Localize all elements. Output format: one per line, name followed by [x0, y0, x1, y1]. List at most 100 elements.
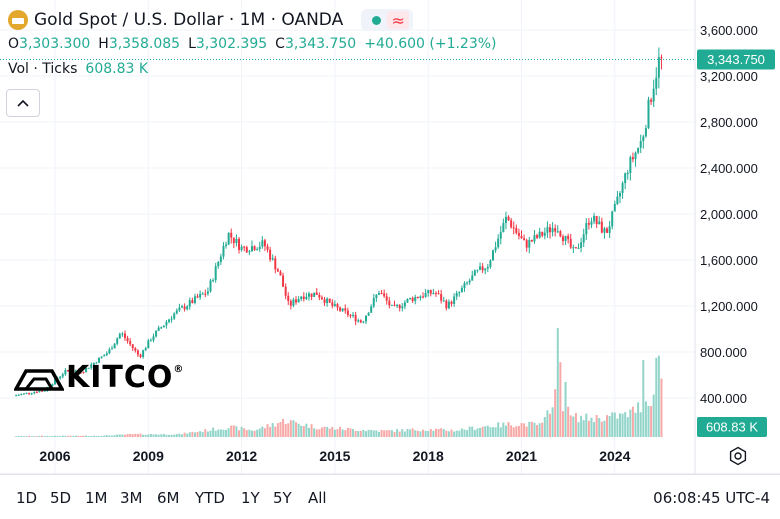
volume-bar [245, 430, 248, 437]
candle-body [447, 301, 450, 309]
candle-body [217, 261, 220, 267]
candle-body [401, 306, 404, 309]
candle-body [336, 304, 339, 308]
candle-body [193, 296, 196, 303]
time-axis[interactable]: 2006 2009 2012 2015 2018 2021 2024 [39, 448, 630, 464]
volume-bar [650, 405, 653, 437]
candle-body [486, 266, 489, 269]
range-button-5d[interactable]: 5D [50, 489, 72, 507]
volume-bar [393, 431, 396, 437]
volume-bar [180, 434, 183, 437]
candle-body [206, 291, 209, 294]
candle-body [188, 300, 191, 307]
kitco-watermark: KITCO ® [14, 360, 184, 395]
candle-body [245, 247, 248, 253]
volume-legend-label: Vol · Ticks [8, 61, 78, 77]
volume-bar [121, 434, 124, 437]
volume-bar [287, 423, 290, 437]
candle-body [357, 320, 360, 322]
volume-bar [284, 424, 287, 437]
volume-bar [82, 435, 85, 437]
volume-bar [85, 435, 88, 437]
range-button-all[interactable]: All [308, 489, 327, 507]
volume-bar [123, 434, 126, 437]
candle-body [149, 340, 152, 342]
volume-bar [647, 405, 650, 437]
market-status-badges[interactable]: ≈ [361, 9, 414, 31]
realtime-badge-icon[interactable]: ≈ [387, 11, 410, 30]
svg-text:608.83 K: 608.83 K [706, 420, 758, 435]
volume-bar [250, 430, 253, 437]
candle-body [484, 268, 487, 271]
volume-bar [173, 434, 176, 437]
candle-body [546, 227, 549, 233]
utc-clock[interactable]: 06:08:45 UTC-4 [653, 489, 770, 507]
high-label: H [98, 36, 109, 52]
volume-bar [476, 428, 479, 437]
price-tick-label: 400.000 [700, 391, 747, 406]
volume-bar [590, 417, 593, 437]
range-button-3m[interactable]: 3M [120, 489, 143, 507]
candle-body [554, 228, 557, 232]
candle-body [354, 314, 357, 322]
volume-bar [631, 406, 634, 437]
candle-body [572, 247, 575, 249]
volume-bar [504, 425, 507, 437]
candle-body [424, 292, 427, 297]
volume-label: 608.83 K [697, 417, 767, 437]
candle-body [313, 292, 316, 297]
candle-body [168, 319, 171, 322]
candle-body [396, 304, 399, 306]
candle-body [383, 293, 386, 297]
volume-bar [59, 436, 62, 437]
volume-bar [396, 429, 399, 437]
candle-body [15, 395, 18, 397]
volume-bar [375, 430, 378, 437]
range-button-1y[interactable]: 1Y [241, 489, 260, 507]
volume-bar [339, 426, 342, 437]
bottom-toolbar: 1D 5D 1M 3M 6M YTD 1Y 5Y All 06:08:45 UT… [0, 474, 780, 519]
price-axis[interactable]: 3,600.000 3,200.000 2,800.000 2,400.000 2,00… [700, 23, 758, 406]
candle-body [585, 223, 588, 235]
candle-body [481, 266, 484, 271]
candle-body [54, 379, 56, 385]
volume-bar [365, 431, 367, 437]
candle-body [543, 232, 546, 236]
candle-body [212, 280, 215, 282]
volume-legend[interactable]: Vol · Ticks 608.83 K [8, 61, 148, 77]
range-button-1m[interactable]: 1M [85, 489, 108, 507]
volume-bar [20, 435, 23, 437]
candle-body [647, 99, 650, 129]
symbol-title[interactable]: Gold Spot / U.S. Dollar · 1M · OANDA [34, 10, 344, 30]
range-button-5y[interactable]: 5Y [273, 489, 292, 507]
candle-body [365, 315, 367, 322]
candle-body [657, 57, 660, 78]
time-tick-label: 2009 [133, 448, 164, 464]
candle-body [406, 298, 409, 303]
volume-bar [367, 429, 370, 437]
candle-body [463, 283, 466, 289]
volume-bar [657, 355, 660, 437]
candle-body [61, 374, 64, 377]
volume-bar [427, 431, 430, 437]
candle-body [82, 371, 85, 373]
range-button-6m[interactable]: 6M [157, 489, 180, 507]
candle-body [445, 300, 448, 309]
settings-gear-icon[interactable] [728, 446, 748, 466]
candle-body [162, 325, 165, 328]
range-button-1d[interactable]: 1D [16, 489, 38, 507]
volume-bar [406, 428, 409, 437]
volume-bar [528, 421, 531, 437]
market-open-dot-icon[interactable] [365, 11, 387, 29]
candle-body [504, 216, 507, 224]
collapse-legend-button[interactable] [6, 89, 40, 117]
range-button-ytd[interactable]: YTD [195, 489, 225, 507]
volume-bar [608, 416, 611, 437]
volume-bar [600, 421, 603, 437]
candle-body [74, 370, 77, 372]
volume-bar [90, 435, 93, 437]
volume-bar [307, 427, 310, 437]
volume-bar [33, 436, 36, 437]
volume-bar [385, 430, 388, 437]
